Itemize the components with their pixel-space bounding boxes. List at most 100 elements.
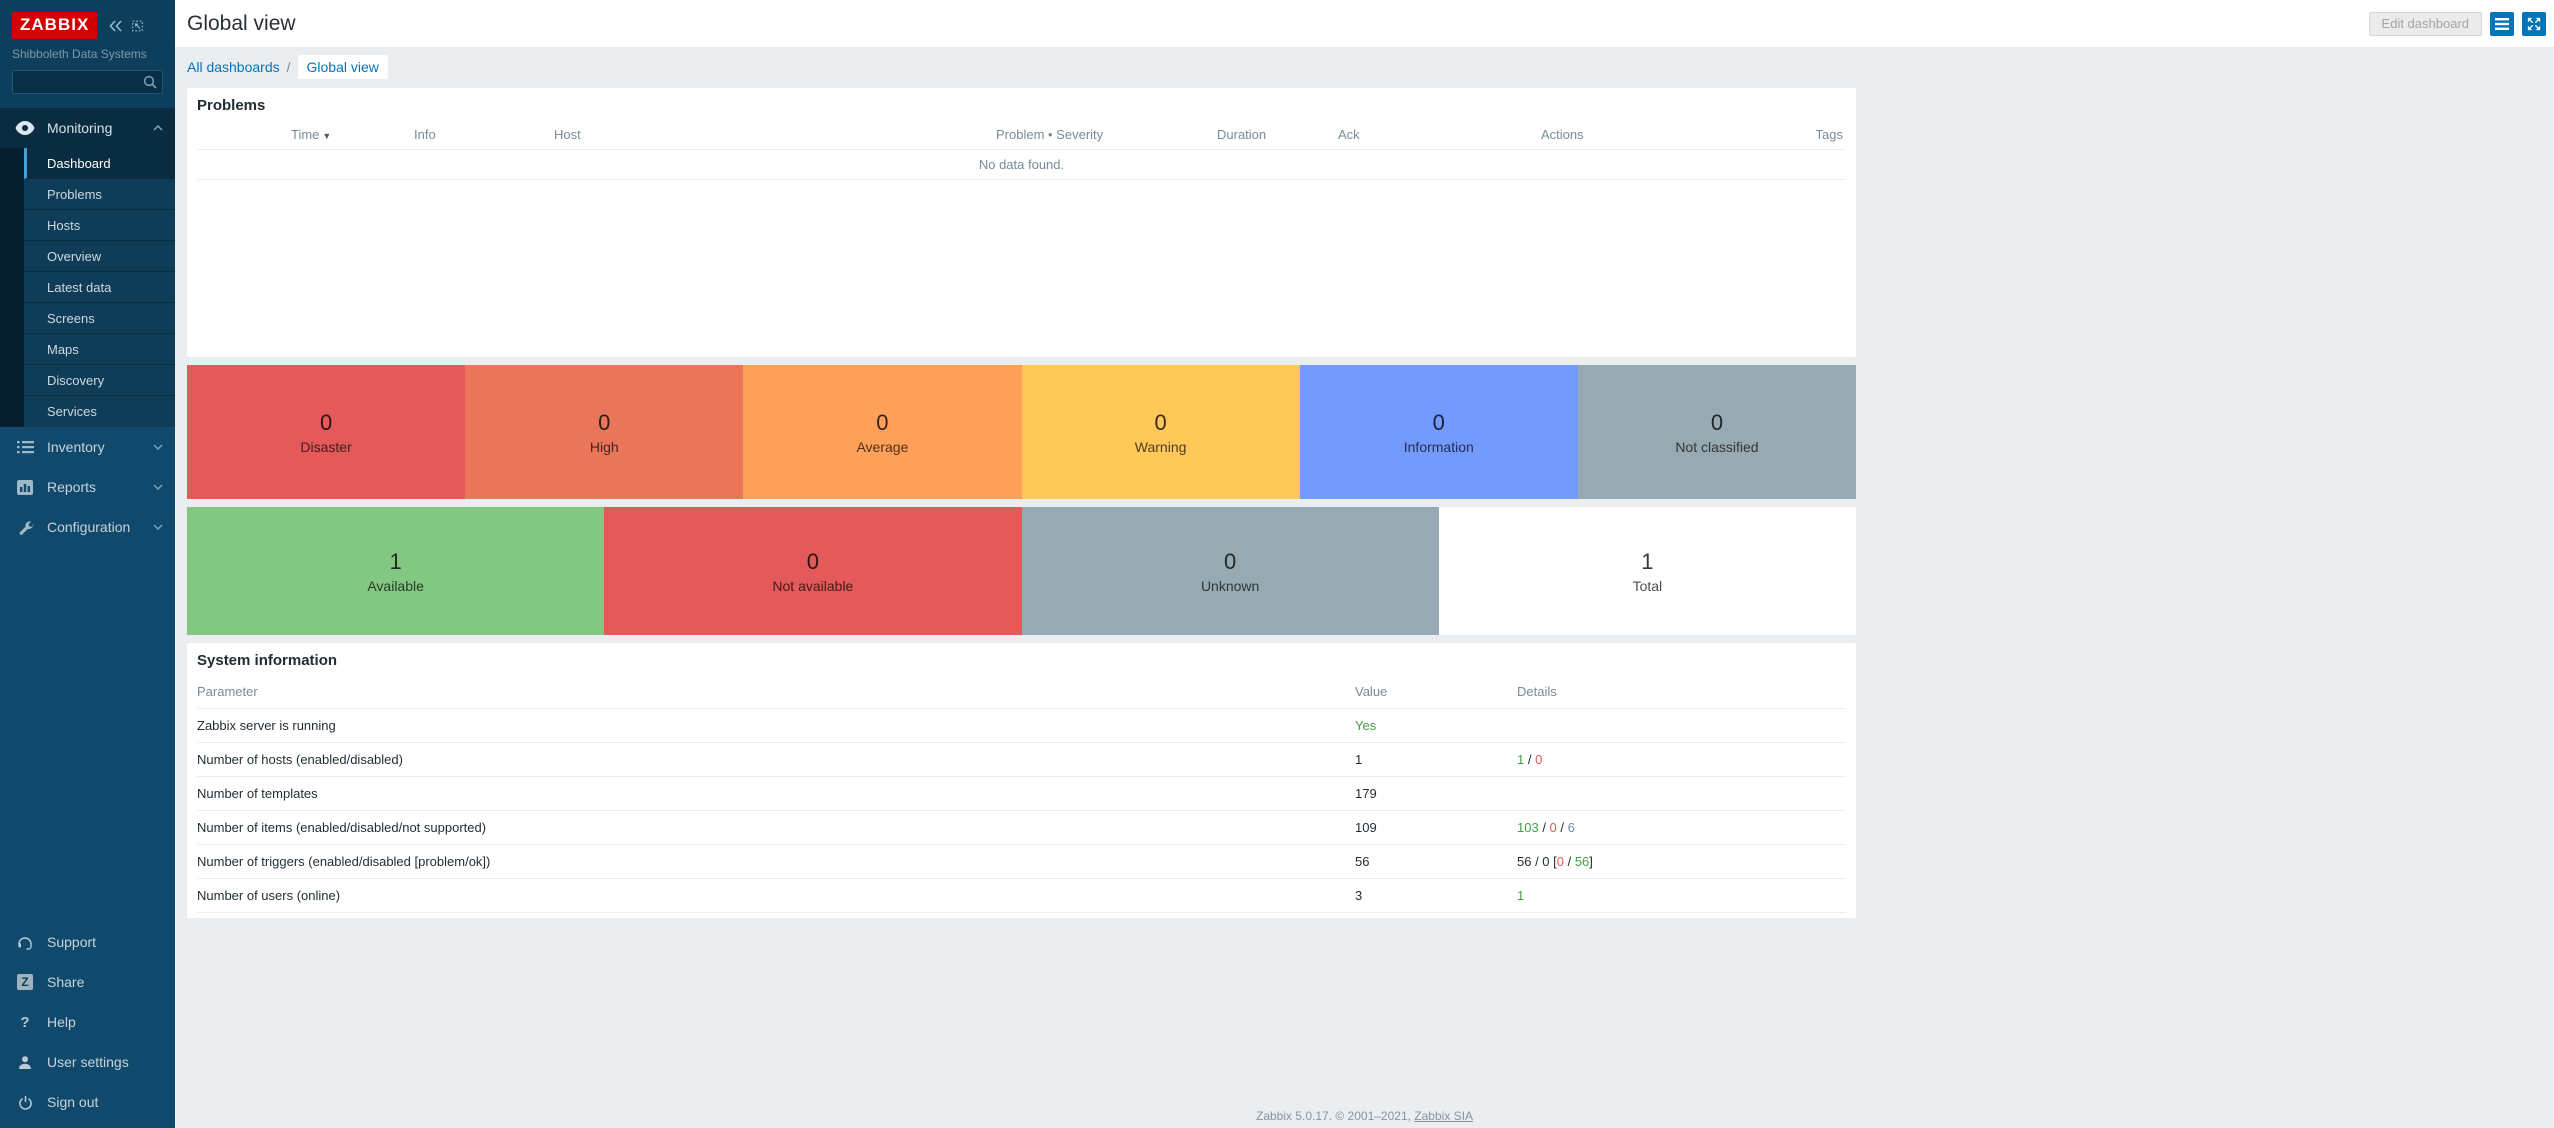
sidebar-subitem[interactable]: Discovery <box>24 365 175 396</box>
parameter-cell: Number of items (enabled/disabled/not su… <box>197 820 487 835</box>
parameter-cell: Number of users (online) <box>197 888 341 903</box>
sidebar-subitem[interactable]: Screens <box>24 303 175 334</box>
question-mark-icon: ? <box>20 1013 30 1031</box>
sidebar-item-share[interactable]: Z Share <box>0 962 175 1002</box>
details-part: / <box>1538 820 1550 835</box>
sidebar: ZABBIX Shibboleth Data Systems <box>0 0 175 1128</box>
sidebar-item-inventory[interactable]: Inventory <box>0 427 175 467</box>
parameter-cell: Number of templates <box>197 786 318 801</box>
sidebar-subitem[interactable]: Services <box>24 396 175 427</box>
details-part: 6 <box>1567 820 1575 835</box>
problems-empty-message: No data found. <box>197 150 1846 180</box>
breadcrumb-current[interactable]: Global view <box>297 55 388 79</box>
sidebar-collapse-icon[interactable] <box>108 19 123 33</box>
sidebar-item-label: Share <box>47 974 85 990</box>
top-bar: Global view Edit dashboard <box>175 0 2554 47</box>
details-part: / <box>1524 752 1536 767</box>
page-footer: Zabbix 5.0.17. © 2001–2021, Zabbix SIA <box>175 1109 2554 1123</box>
fullscreen-icon <box>2527 17 2541 31</box>
system-information-row: Zabbix server is running Yes <box>197 709 1846 743</box>
sidebar-item-label: Monitoring <box>47 120 113 136</box>
sidebar-subitem-label: Overview <box>47 248 102 264</box>
sidebar-item-reports[interactable]: Reports <box>0 467 175 507</box>
problems-widget-title: Problems <box>197 97 266 114</box>
problems-column-header[interactable]: Duration <box>1217 127 1267 142</box>
sidebar-subitem[interactable]: Hosts <box>24 210 175 241</box>
problems-column-header[interactable]: Info <box>414 127 436 142</box>
breadcrumb: All dashboards / Global view <box>187 54 2554 80</box>
column-details: Details <box>1517 684 1557 699</box>
details-part: 56 <box>1574 854 1590 869</box>
severity-count: 0 <box>876 409 889 435</box>
severity-label: Average <box>856 438 909 455</box>
search-icon <box>142 74 158 90</box>
sidebar-item-monitoring[interactable]: Monitoring <box>0 108 175 148</box>
severity-box[interactable]: 0 Information <box>1299 365 1578 499</box>
problems-column-header[interactable]: Ack <box>1338 127 1360 142</box>
sidebar-item-label: User settings <box>47 1054 129 1070</box>
severity-box[interactable]: 0 Disaster <box>187 365 466 499</box>
severity-box[interactable]: 0 Not classified <box>1577 365 1857 499</box>
availability-count: 0 <box>806 548 819 574</box>
details-part: 0 <box>1556 854 1564 869</box>
severity-box[interactable]: 0 High <box>465 365 744 499</box>
breadcrumb-all-dashboards[interactable]: All dashboards <box>187 59 280 75</box>
value-cell: 1 <box>1355 752 1363 767</box>
system-information-rows: Zabbix server is running Yes Number of h… <box>197 709 1846 913</box>
page-title: Global view <box>187 11 296 35</box>
availability-box[interactable]: 1 Available <box>187 507 605 635</box>
system-information-row: Number of triggers (enabled/disabled [pr… <box>197 845 1846 879</box>
problems-column-header[interactable]: Problem • Severity <box>996 127 1104 142</box>
main-content: Global view Edit dashboard <box>175 0 2554 1128</box>
availability-box[interactable]: 0 Unknown <box>1021 507 1439 635</box>
details-cell: 103 / 0 / 6 <box>1517 811 1846 844</box>
chevron-down-icon <box>153 444 163 450</box>
details-part: 1 <box>1517 888 1525 903</box>
details-part: 103 <box>1517 820 1539 835</box>
sidebar-hide-icon[interactable] <box>130 19 145 33</box>
sidebar-item-support[interactable]: Support <box>0 922 175 962</box>
column-parameter: Parameter <box>197 684 258 699</box>
zabbix-logo[interactable]: ZABBIX <box>12 12 98 39</box>
availability-box[interactable]: 1 Total <box>1438 507 1856 635</box>
sidebar-subitem-label: Services <box>47 404 97 419</box>
sidebar-subitem-label: Maps <box>47 341 79 357</box>
sidebar-item-help[interactable]: ? Help <box>0 1002 175 1042</box>
footer-zabbix-sia-link[interactable]: Zabbix SIA <box>1414 1109 1473 1123</box>
sidebar-footer-menu: Support Z Share ? Help User settings S <box>0 922 175 1128</box>
parameter-cell: Number of hosts (enabled/disabled) <box>197 752 403 767</box>
sidebar-item-user-settings[interactable]: User settings <box>0 1042 175 1082</box>
edit-dashboard-button[interactable]: Edit dashboard <box>2368 11 2482 36</box>
severity-box[interactable]: 0 Warning <box>1021 365 1300 499</box>
sidebar-item-sign-out[interactable]: Sign out <box>0 1082 175 1122</box>
sidebar-subitem-label: Discovery <box>47 372 105 388</box>
sidebar-item-label: Support <box>47 934 97 950</box>
sidebar-subitem[interactable]: Dashboard <box>24 148 175 179</box>
sidebar-subitem[interactable]: Maps <box>24 334 175 365</box>
availability-box[interactable]: 0 Not available <box>604 507 1022 635</box>
sidebar-item-configuration[interactable]: Configuration <box>0 507 175 547</box>
problems-column-header[interactable]: Tags <box>1815 127 1843 142</box>
dashboard-menu-button[interactable] <box>2490 11 2514 36</box>
sidebar-subitem[interactable]: Overview <box>24 241 175 272</box>
problems-column-header[interactable]: Actions <box>1541 127 1584 142</box>
value-cell: 179 <box>1355 786 1377 801</box>
problems-column-header[interactable]: Host <box>554 127 581 142</box>
details-part: / <box>1563 854 1575 869</box>
sidebar-subitem-label: Hosts <box>47 217 81 233</box>
fullscreen-button[interactable] <box>2522 11 2546 36</box>
parameter-cell: Zabbix server is running <box>197 718 336 733</box>
problems-column-header[interactable]: Time ▼ <box>291 127 332 142</box>
severity-box[interactable]: 0 Average <box>743 365 1022 499</box>
details-part: 0 <box>1535 752 1543 767</box>
sidebar-subitem[interactable]: Latest data <box>24 272 175 303</box>
details-cell: 1 / 0 <box>1517 743 1846 776</box>
sidebar-subitem[interactable]: Problems <box>24 179 175 210</box>
monitoring-submenu: Dashboard Problems Hosts Overview <box>0 148 175 427</box>
headset-icon <box>14 935 36 950</box>
value-cell: 109 <box>1355 820 1377 835</box>
problems-column-header[interactable] <box>197 120 291 149</box>
sort-desc-icon: ▼ <box>322 131 332 141</box>
search-input[interactable] <box>12 70 163 94</box>
